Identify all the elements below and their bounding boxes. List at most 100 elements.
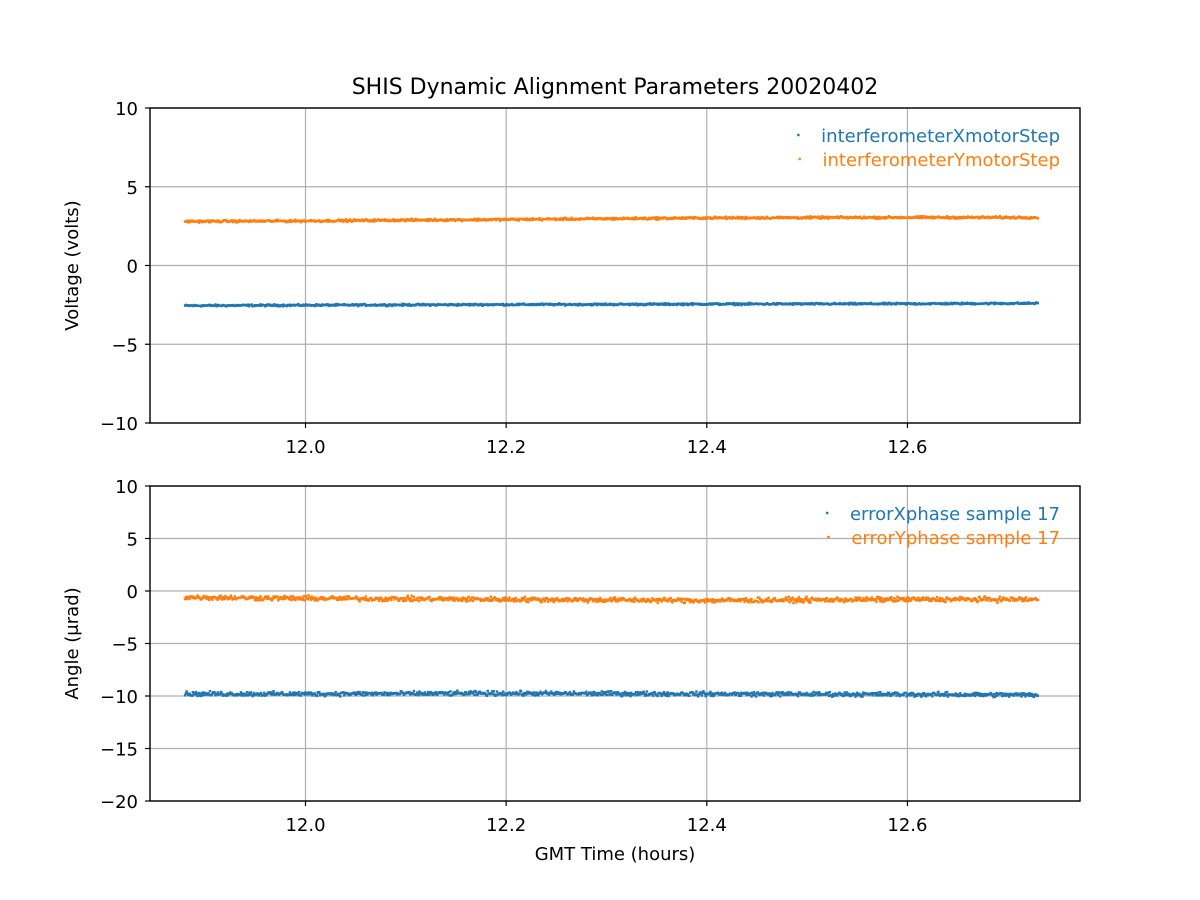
data-point	[704, 695, 707, 698]
data-point	[979, 694, 982, 698]
data-point	[417, 599, 420, 603]
data-point	[910, 598, 913, 601]
top-panel: Voltage (volts) 12.0 12.2 12.4 12.6 −10 −5 0 5 1…	[62, 99, 1081, 458]
data-point	[922, 691, 925, 695]
data-point	[826, 215, 829, 219]
data-point	[220, 691, 223, 694]
data-point	[1014, 692, 1018, 695]
data-point	[818, 597, 822, 601]
data-point	[451, 599, 455, 602]
data-point	[654, 692, 657, 695]
data-point	[385, 693, 389, 697]
data-point	[903, 598, 907, 601]
data-point	[247, 692, 250, 695]
data-point	[810, 596, 814, 599]
data-point	[183, 694, 187, 697]
data-point	[958, 217, 961, 220]
data-point	[269, 691, 272, 694]
data-point	[785, 596, 788, 600]
data-point	[816, 599, 819, 602]
data-point	[208, 689, 212, 693]
data-point	[720, 691, 724, 694]
top-panel-ylabel: Voltage (volts)	[62, 200, 83, 330]
data-point	[930, 692, 933, 696]
data-point	[596, 694, 600, 697]
data-point	[605, 690, 608, 694]
data-point	[263, 691, 266, 695]
data-point	[534, 693, 538, 697]
data-point	[602, 600, 606, 603]
data-point	[835, 694, 839, 697]
data-point	[643, 598, 646, 601]
data-point	[450, 596, 454, 600]
data-point	[809, 694, 812, 697]
data-point	[211, 598, 214, 601]
data-point	[802, 601, 805, 604]
data-point	[396, 597, 399, 600]
data-point	[353, 218, 356, 221]
data-point	[377, 218, 381, 221]
data-point	[745, 693, 749, 697]
data-point	[976, 600, 980, 603]
data-point	[934, 597, 937, 601]
data-point	[363, 597, 366, 600]
data-point	[611, 598, 614, 601]
data-point	[340, 598, 344, 601]
data-point	[595, 599, 599, 602]
data-point	[308, 691, 311, 695]
data-point	[613, 598, 616, 601]
data-point	[393, 598, 396, 601]
data-point	[719, 600, 722, 603]
data-point	[613, 596, 617, 599]
data-point	[727, 596, 731, 600]
data-point	[749, 691, 752, 695]
data-point	[502, 597, 506, 600]
data-point	[924, 215, 927, 218]
data-point	[491, 692, 495, 696]
data-point	[773, 694, 777, 697]
data-point	[446, 597, 449, 600]
data-point	[791, 303, 794, 306]
data-point	[735, 216, 738, 220]
data-point	[769, 693, 773, 696]
data-point	[245, 691, 249, 694]
data-point	[753, 694, 756, 697]
data-point	[419, 691, 423, 695]
data-point	[221, 598, 224, 601]
data-point	[1004, 692, 1008, 696]
data-point	[451, 693, 455, 696]
data-point	[841, 692, 844, 696]
data-point	[281, 598, 285, 601]
data-point	[880, 694, 884, 697]
data-point	[883, 597, 887, 601]
data-point	[383, 599, 386, 603]
data-point	[764, 599, 767, 603]
data-point	[811, 694, 815, 697]
data-point	[964, 597, 967, 600]
data-point	[993, 692, 996, 696]
data-point	[665, 692, 669, 696]
data-point	[564, 691, 568, 694]
data-point	[999, 301, 1002, 305]
data-point	[301, 598, 304, 601]
data-point	[290, 595, 294, 598]
data-point	[227, 596, 230, 599]
data-point	[913, 301, 916, 305]
data-point	[956, 693, 960, 696]
data-point	[405, 596, 409, 599]
data-point	[615, 693, 618, 696]
data-point	[537, 597, 541, 600]
data-point	[496, 599, 500, 602]
data-point	[645, 599, 648, 603]
data-point	[944, 600, 947, 604]
data-point	[456, 596, 459, 600]
data-point	[604, 302, 607, 305]
data-point	[661, 598, 665, 602]
data-point	[279, 597, 282, 600]
data-point	[659, 598, 662, 601]
data-point	[449, 690, 452, 693]
data-point	[432, 693, 436, 696]
data-point	[779, 691, 783, 694]
data-point	[1027, 692, 1030, 695]
data-point	[610, 600, 614, 603]
